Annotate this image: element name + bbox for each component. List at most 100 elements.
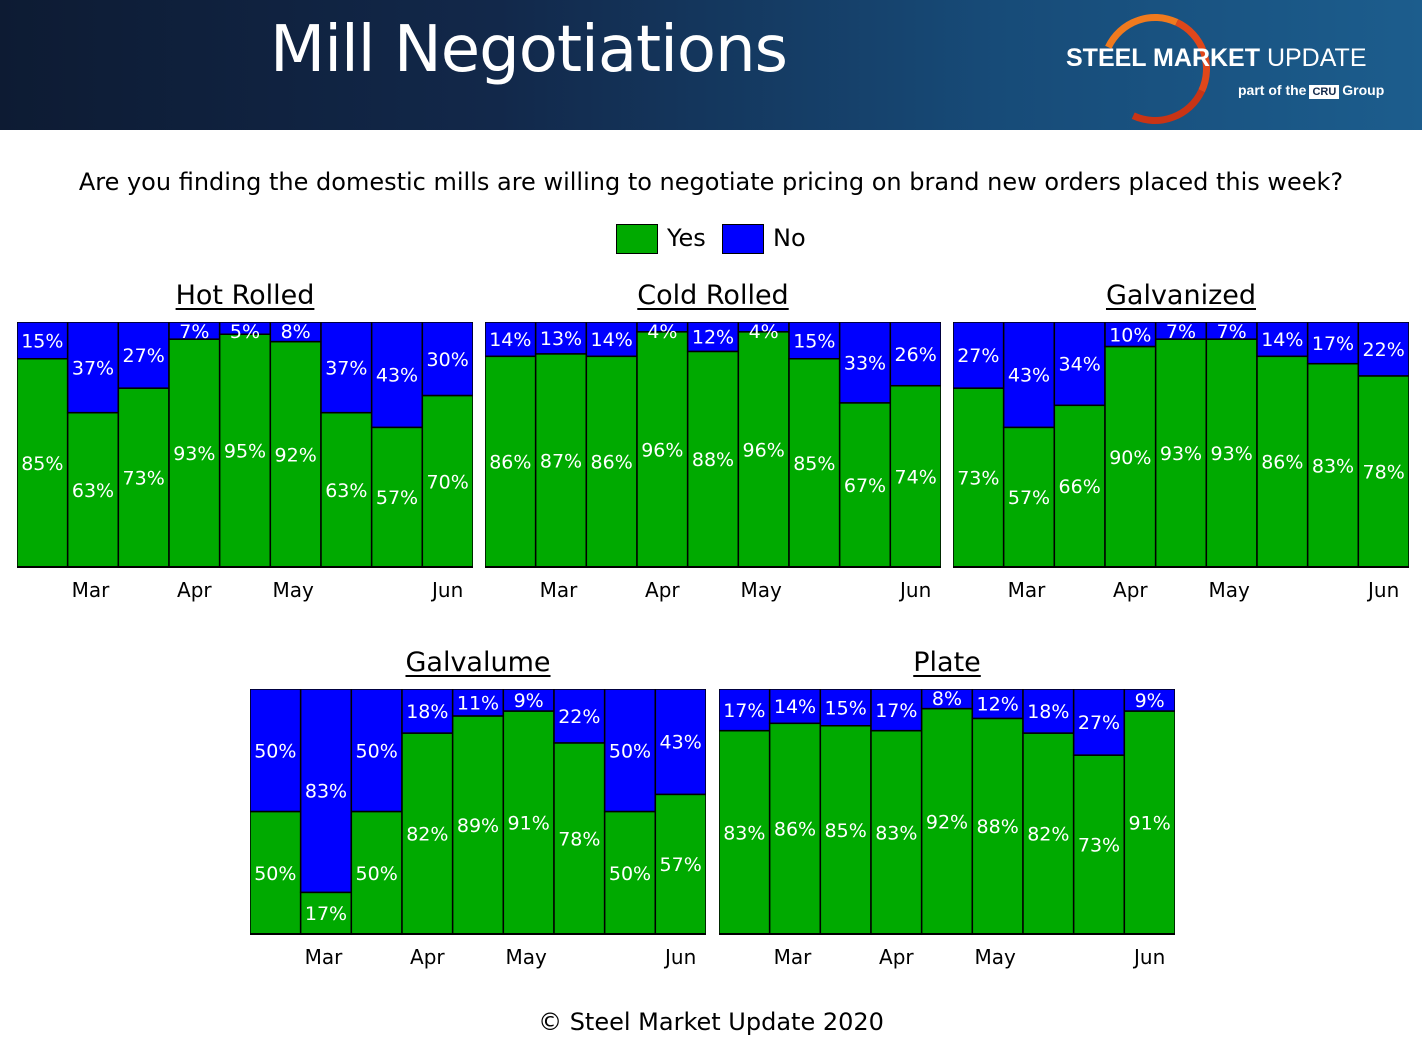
- label-no-0: 17%: [723, 700, 765, 722]
- label-no-7: 17%: [1312, 333, 1354, 355]
- label-no-5: 7%: [1217, 322, 1247, 343]
- label-no-5: 9%: [514, 690, 544, 712]
- label-no-8: 9%: [1135, 690, 1165, 712]
- steel-market-update-logo: STEEL MARKET UPDATE part of the CRU Group: [1060, 0, 1400, 140]
- chart-title: Cold Rolled: [637, 280, 789, 311]
- label-yes-6: 82%: [1027, 824, 1069, 846]
- label-yes-6: 78%: [558, 828, 600, 850]
- bar-yes-0: [249, 810, 302, 935]
- label-no-3: 10%: [1109, 324, 1151, 346]
- bar-no-1: [768, 688, 822, 725]
- label-yes-3: 93%: [173, 443, 215, 465]
- label-no-7: 50%: [609, 740, 651, 762]
- label-no-2: 27%: [123, 345, 165, 367]
- label-no-0: 27%: [957, 345, 999, 367]
- month-label-may: May: [272, 578, 314, 602]
- month-label-may: May: [740, 578, 782, 602]
- month-label-jun: Jun: [663, 945, 696, 969]
- label-yes-1: 57%: [1008, 487, 1050, 509]
- bar-no-6: [553, 688, 606, 744]
- label-yes-0: 50%: [254, 863, 296, 885]
- bar-yes-5: [502, 710, 555, 935]
- month-label-mar: Mar: [1008, 578, 1047, 602]
- chart-title: Galvalume: [405, 647, 551, 678]
- label-yes-7: 73%: [1078, 835, 1120, 857]
- chart-galvalume: Galvalume 50% 50% 17% 83% 50% 50% 82% 18% 89% 11%…: [249, 647, 707, 969]
- label-no-3: 17%: [875, 700, 917, 722]
- chart-hot-rolled: Hot Rolled 85% 15% 63% 37% 73% 27% 93% 7% 95% 5% 9…: [16, 280, 474, 602]
- bar-yes-3: [870, 729, 923, 935]
- bar-no-0: [16, 321, 69, 360]
- label-no-5: 4%: [749, 322, 779, 343]
- month-label-may: May: [505, 945, 547, 969]
- label-no-6: 18%: [1027, 701, 1069, 723]
- label-no-0: 50%: [254, 740, 296, 762]
- survey-question: Are you finding the domestic mills are w…: [78, 168, 1344, 196]
- bar-yes-2: [117, 387, 170, 568]
- logo-brand-rest: UPDATE: [1266, 44, 1367, 72]
- month-label-may: May: [1208, 578, 1250, 602]
- bar-no-2: [350, 688, 403, 813]
- label-no-5: 8%: [281, 322, 311, 343]
- bar-yes-7: [1306, 362, 1360, 568]
- label-yes-2: 86%: [591, 452, 633, 474]
- chart-plot: 85% 15% 63% 37% 73% 27% 93% 7% 95% 5% 92% 8% 63% 37% 5…: [16, 321, 474, 602]
- bar-yes-3: [1104, 345, 1157, 568]
- month-label-apr: Apr: [645, 578, 680, 602]
- label-no-3: 4%: [647, 322, 677, 343]
- label-no-2: 50%: [356, 740, 398, 762]
- month-label-apr: Apr: [879, 945, 914, 969]
- bar-yes-6: [1022, 732, 1075, 935]
- label-yes-8: 91%: [1129, 813, 1171, 835]
- bar-no-1: [66, 321, 120, 414]
- label-no-1: 14%: [774, 696, 816, 718]
- bar-no-1: [534, 321, 588, 355]
- label-yes-8: 70%: [427, 471, 469, 493]
- bar-no-0: [952, 321, 1005, 389]
- label-yes-5: 93%: [1211, 443, 1253, 465]
- chart-title: Plate: [913, 647, 981, 678]
- bar-no-6: [320, 321, 373, 414]
- label-yes-3: 83%: [875, 822, 917, 844]
- label-no-7: 43%: [376, 365, 418, 387]
- label-no-6: 15%: [793, 330, 835, 352]
- label-yes-7: 67%: [844, 475, 886, 497]
- month-label-may: May: [974, 945, 1016, 969]
- label-yes-0: 73%: [957, 468, 999, 490]
- bar-no-7: [838, 321, 892, 404]
- label-yes-6: 63%: [325, 480, 367, 502]
- label-no-1: 13%: [540, 328, 582, 350]
- bar-no-7: [1072, 688, 1126, 756]
- label-no-1: 37%: [72, 357, 114, 379]
- bar-no-2: [585, 321, 638, 358]
- chart-plate: Plate 83% 17% 86% 14% 85% 15% 83% 17% 92% 8% 88% 12…: [718, 647, 1176, 969]
- chart-cold-rolled: Cold Rolled 86% 14% 87% 13% 86% 14% 96% 4% 88% 12…: [484, 280, 942, 602]
- label-no-4: 7%: [1166, 322, 1196, 343]
- month-label-jun: Jun: [898, 578, 931, 602]
- label-yes-0: 86%: [489, 452, 531, 474]
- label-no-0: 15%: [21, 330, 63, 352]
- label-yes-2: 50%: [356, 863, 398, 885]
- label-yes-0: 83%: [723, 822, 765, 844]
- cru-badge: CRU: [1309, 85, 1340, 99]
- bar-no-7: [1306, 321, 1360, 365]
- label-no-1: 83%: [305, 781, 347, 803]
- chart-title: Hot Rolled: [175, 280, 315, 311]
- label-no-8: 26%: [895, 344, 937, 366]
- label-yes-4: 88%: [692, 449, 734, 471]
- label-yes-1: 63%: [72, 480, 114, 502]
- label-yes-8: 78%: [1363, 461, 1405, 483]
- bar-yes-4: [451, 715, 505, 935]
- bar-yes-6: [320, 411, 373, 568]
- bar-no-6: [788, 321, 841, 360]
- label-yes-1: 17%: [305, 903, 347, 925]
- label-yes-6: 85%: [793, 453, 835, 475]
- label-yes-6: 86%: [1261, 452, 1303, 474]
- bar-yes-4: [1154, 338, 1208, 568]
- chart-plot: 86% 14% 87% 13% 86% 14% 96% 4% 88% 12% 96% 4% 85% 15%…: [484, 321, 942, 602]
- bar-no-4: [451, 688, 505, 717]
- label-no-3: 7%: [179, 322, 209, 343]
- header-banner: Mill Negotiations STEEL MARKET UPDATE pa…: [0, 0, 1422, 140]
- label-no-8: 22%: [1363, 339, 1405, 361]
- label-no-8: 43%: [660, 732, 702, 754]
